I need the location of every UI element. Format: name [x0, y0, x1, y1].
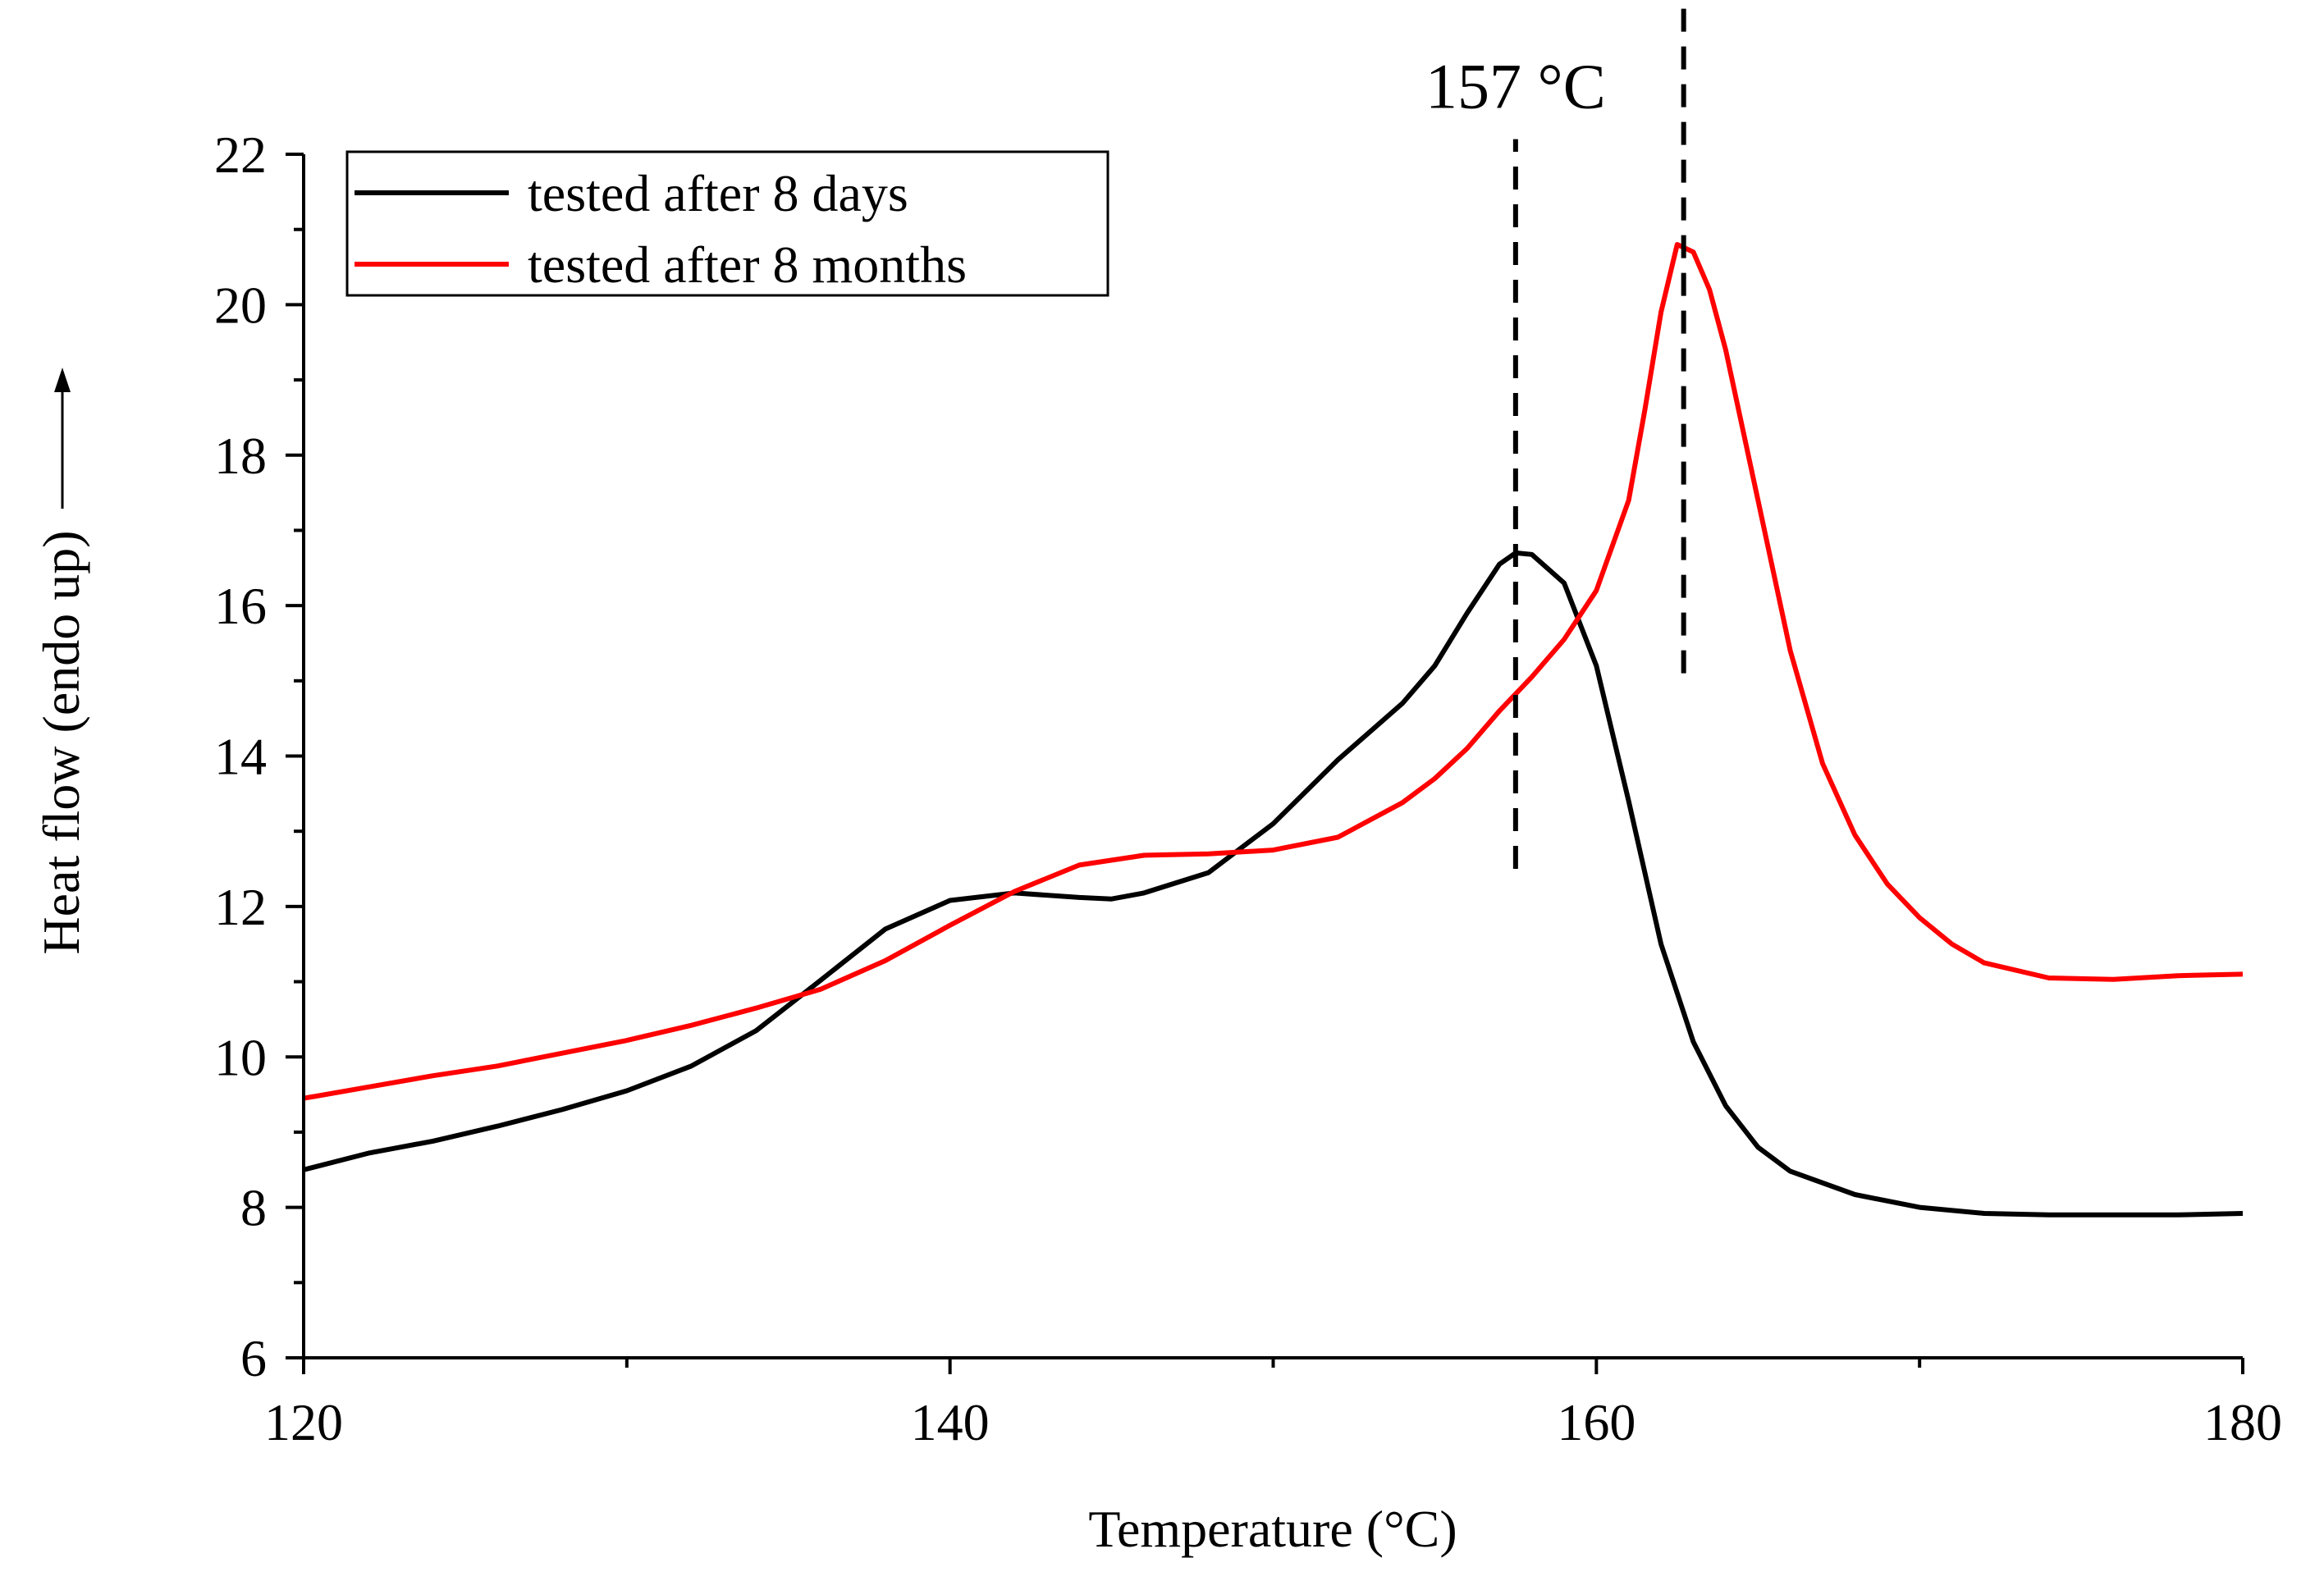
y-tick-label-6: 6	[240, 1329, 267, 1387]
x-tick-label-160: 160	[1557, 1393, 1635, 1451]
peak-annotations: 157 °C162 °C	[1425, 0, 1686, 870]
y-tick-label-20: 20	[214, 276, 267, 334]
y-tick-label-18: 18	[214, 427, 267, 485]
y-ticks: 6 8 10 12 14 16 18 20 22	[214, 126, 304, 1387]
plot-area	[303, 242, 2244, 1218]
legend-box	[345, 150, 1109, 297]
legend-label-1: tested after 8 days	[528, 164, 908, 222]
x-axis-title: Temperature (°C)	[1088, 1500, 1457, 1558]
x-tick-label-120: 120	[264, 1393, 343, 1451]
axes	[302, 154, 2243, 1359]
series-line-1	[303, 550, 2244, 1218]
y-tick-label-14: 14	[214, 728, 267, 786]
y-tick-label-22: 22	[214, 126, 267, 184]
peak-label-1: 157 °C	[1425, 51, 1606, 122]
legend: tested after 8 days tested after 8 months	[345, 150, 1109, 297]
y-tick-label-10: 10	[214, 1028, 267, 1086]
series-line-2	[303, 242, 2244, 1101]
legend-label-2: tested after 8 months	[528, 235, 967, 294]
y-tick-label-8: 8	[240, 1179, 267, 1237]
y-axis-title-group: Heat flow (endo up)	[32, 530, 90, 954]
y-tick-label-12: 12	[214, 878, 267, 936]
y-axis-arrow	[54, 368, 71, 509]
x-tick-label-180: 180	[2203, 1393, 2282, 1451]
x-tick-label-140: 140	[911, 1393, 990, 1451]
x-ticks: 120 140 160 180	[264, 1358, 2282, 1451]
y-axis-title: Heat flow (endo up)	[32, 530, 90, 954]
y-tick-label-16: 16	[214, 577, 267, 635]
